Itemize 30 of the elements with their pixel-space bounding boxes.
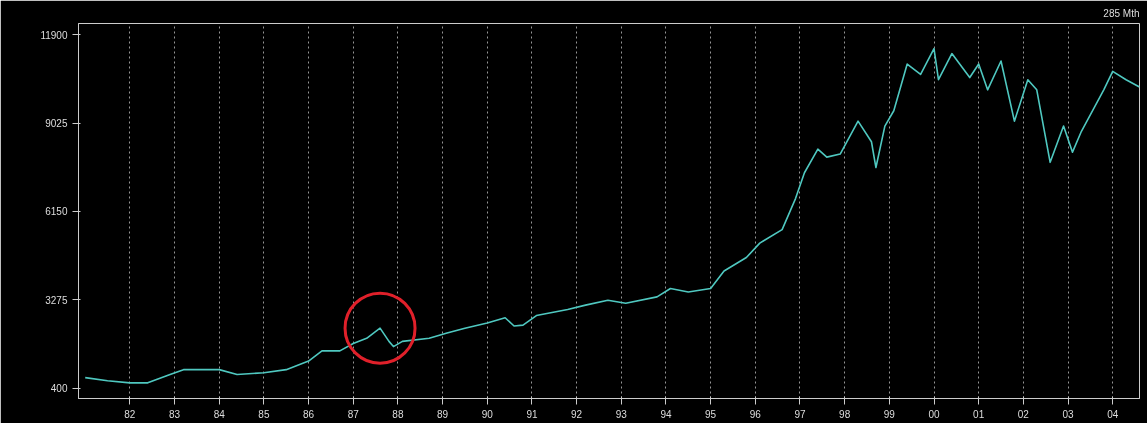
y-tick-label: 400 — [50, 383, 68, 395]
x-tick-label: 96 — [749, 408, 762, 420]
x-tick-label: 86 — [303, 408, 315, 420]
y-tick-label: 3275 — [45, 294, 68, 306]
x-tick-label: 97 — [794, 408, 806, 420]
x-tick-label: 82 — [124, 408, 136, 420]
x-tick-label: 84 — [213, 408, 226, 420]
text: 285 Mth — [1103, 7, 1140, 19]
y-tick-label: 9025 — [45, 118, 68, 130]
x-tick-label: 04 — [1107, 408, 1119, 420]
x-tick-label: 92 — [571, 408, 583, 420]
x-tick-label: 03 — [1062, 408, 1075, 420]
x-tick-label: 88 — [392, 408, 404, 420]
line-series — [84, 47, 1140, 384]
x-tick-label: 91 — [526, 408, 538, 420]
y-tick-label: 11900 — [40, 29, 68, 41]
x-tick-label: 90 — [481, 408, 494, 420]
x-tick-label: 89 — [437, 408, 449, 420]
x-tick-label: 98 — [839, 408, 851, 420]
x-tick-label: 85 — [258, 408, 270, 420]
x-tick-label: 02 — [1017, 408, 1030, 420]
x-tick-label: 01 — [973, 408, 985, 420]
x-tick-label: 93 — [615, 408, 628, 420]
x-tick-label: 99 — [883, 408, 896, 420]
x-tick-label: 83 — [168, 408, 181, 420]
y-tick-label: 6150 — [45, 206, 68, 218]
x-tick-label: 87 — [347, 408, 360, 420]
x-tick-label: 94 — [660, 408, 672, 420]
x-tick-label: 95 — [705, 408, 717, 420]
x-tick-label: 00 — [928, 408, 940, 420]
